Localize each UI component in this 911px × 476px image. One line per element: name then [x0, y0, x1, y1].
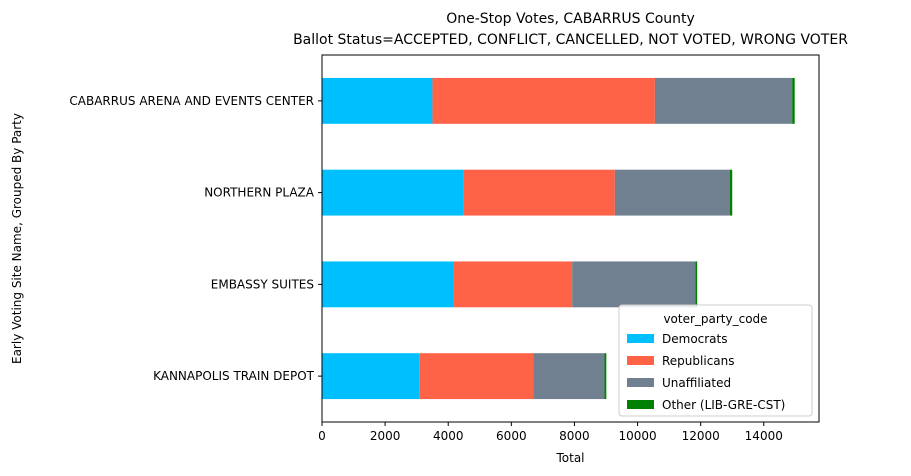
plot-frame	[321, 54, 820, 423]
bar-segment	[322, 77, 433, 124]
bar-segment	[463, 169, 615, 216]
bar-segment	[730, 169, 733, 216]
y-tick-label: CABARRUS ARENA AND EVENTS CENTER	[69, 94, 314, 108]
bar-segment	[614, 169, 731, 216]
bars-group	[322, 77, 795, 400]
x-axis: 0 2000 4000 6000 8000 10000 12000 14000	[318, 422, 783, 443]
bar-segment	[533, 353, 605, 400]
x-tick-label: 14000	[745, 429, 783, 443]
x-tick-label: 6000	[496, 429, 527, 443]
y-tick-label: EMBASSY SUITES	[211, 277, 314, 291]
bar-segment	[695, 261, 698, 308]
x-tick-label: 8000	[559, 429, 590, 443]
legend: voter_party_code Democrats Republicans Unaf…	[618, 304, 813, 417]
legend-swatch	[627, 400, 654, 409]
bar-segment	[792, 77, 795, 124]
legend-swatch	[627, 378, 654, 387]
legend-title: voter_party_code	[663, 312, 767, 326]
legend-swatch	[627, 334, 654, 343]
legend-label: Republicans	[662, 354, 735, 368]
legend-label: Democrats	[662, 332, 728, 346]
bar-segment	[322, 169, 464, 216]
bar-segment	[322, 353, 420, 400]
x-axis-label: Total	[555, 451, 584, 465]
y-axis: CABARRUS ARENA AND EVENTS CENTER NORTHERN…	[69, 94, 322, 383]
legend-box	[618, 304, 813, 417]
bar-segment	[432, 77, 655, 124]
legend-label: Unaffiliated	[662, 376, 731, 390]
y-tick-label: KANNAPOLIS TRAIN DEPOT	[153, 369, 315, 383]
chart-subtitle: Ballot Status=ACCEPTED, CONFLICT, CANCEL…	[293, 32, 848, 48]
legend-swatch	[627, 356, 654, 365]
x-tick-label: 10000	[618, 429, 656, 443]
x-tick-label: 12000	[682, 429, 720, 443]
x-tick-label: 2000	[370, 429, 401, 443]
bar-segment	[453, 261, 573, 308]
x-tick-label: 0	[318, 429, 326, 443]
bar-segment	[322, 261, 454, 308]
bar-segment	[419, 353, 534, 400]
bar-segment	[604, 353, 607, 400]
x-tick-label: 4000	[433, 429, 464, 443]
y-axis-label: Early Voting Site Name, Grouped By Party	[10, 113, 24, 364]
y-tick-label: NORTHERN PLAZA	[204, 186, 315, 200]
bar-segment	[654, 77, 793, 124]
bar-segment	[572, 261, 696, 308]
chart-title: One-Stop Votes, CABARRUS County	[446, 11, 695, 27]
legend-label: Other (LIB-GRE-CST)	[662, 398, 785, 412]
